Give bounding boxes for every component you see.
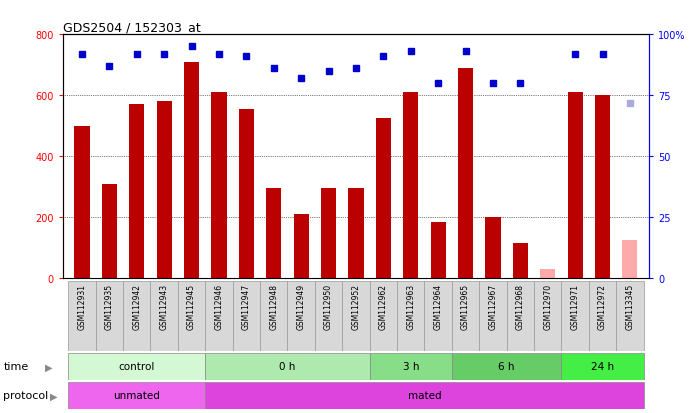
Bar [68,281,96,351]
Bar [123,281,151,351]
Text: GSM112970: GSM112970 [543,283,552,329]
Bar [68,382,205,409]
Bar [178,281,205,351]
Bar [321,189,336,279]
Bar [480,281,507,351]
Bar [370,353,452,380]
Bar [540,270,556,279]
Bar [561,281,589,351]
Bar [424,281,452,351]
Bar [151,281,178,351]
Bar [376,119,391,279]
Text: GSM112950: GSM112950 [324,283,333,329]
Bar [485,218,500,279]
Bar [205,353,370,380]
Text: GSM112962: GSM112962 [379,283,388,329]
Text: GSM112971: GSM112971 [571,283,579,329]
Bar [205,281,232,351]
Bar [397,281,424,351]
Text: GDS2504 / 152303_at: GDS2504 / 152303_at [63,21,200,34]
Text: GSM112931: GSM112931 [77,283,87,329]
Bar [567,93,583,279]
Bar [452,353,561,380]
Bar [507,281,534,351]
Bar [96,281,123,351]
Bar [623,241,637,279]
Bar [616,281,644,351]
Bar [156,102,172,279]
Bar [315,281,342,351]
Bar [589,281,616,351]
Text: GSM112942: GSM112942 [133,283,141,329]
Text: 6 h: 6 h [498,361,515,372]
Text: GSM112972: GSM112972 [598,283,607,329]
Text: GSM112964: GSM112964 [433,283,443,329]
Bar [68,353,205,380]
Text: protocol: protocol [3,390,49,401]
Bar [205,382,644,409]
Bar [288,281,315,351]
Bar [211,93,227,279]
Bar [260,281,288,351]
Bar [348,189,364,279]
Bar [561,353,644,380]
Text: 3 h: 3 h [403,361,419,372]
Bar [266,189,281,279]
Bar [129,105,144,279]
Bar [294,215,309,279]
Text: control: control [119,361,155,372]
Bar [534,281,561,351]
Bar [184,62,199,279]
Text: GSM112949: GSM112949 [297,283,306,329]
Text: GSM112952: GSM112952 [352,283,360,329]
Text: GSM112947: GSM112947 [242,283,251,329]
Text: GSM112948: GSM112948 [269,283,279,329]
Text: GSM112943: GSM112943 [160,283,169,329]
Bar [458,69,473,279]
Text: GSM113345: GSM113345 [625,283,634,329]
Text: 24 h: 24 h [591,361,614,372]
Text: GSM112963: GSM112963 [406,283,415,329]
Text: 0 h: 0 h [279,361,296,372]
Text: GSM112935: GSM112935 [105,283,114,329]
Bar [239,110,254,279]
Text: mated: mated [408,390,441,401]
Bar [102,184,117,279]
Text: time: time [3,361,29,372]
Bar [431,223,446,279]
Text: GSM112945: GSM112945 [187,283,196,329]
Bar [513,244,528,279]
Text: ▶: ▶ [50,390,58,401]
Bar [75,126,89,279]
Bar [595,96,610,279]
Text: ▶: ▶ [45,361,53,372]
Text: GSM112946: GSM112946 [214,283,223,329]
Bar [403,93,418,279]
Bar [452,281,480,351]
Text: GSM112965: GSM112965 [461,283,470,329]
Bar [232,281,260,351]
Bar [342,281,370,351]
Bar [370,281,397,351]
Text: unmated: unmated [113,390,161,401]
Text: GSM112967: GSM112967 [489,283,498,329]
Text: GSM112968: GSM112968 [516,283,525,329]
